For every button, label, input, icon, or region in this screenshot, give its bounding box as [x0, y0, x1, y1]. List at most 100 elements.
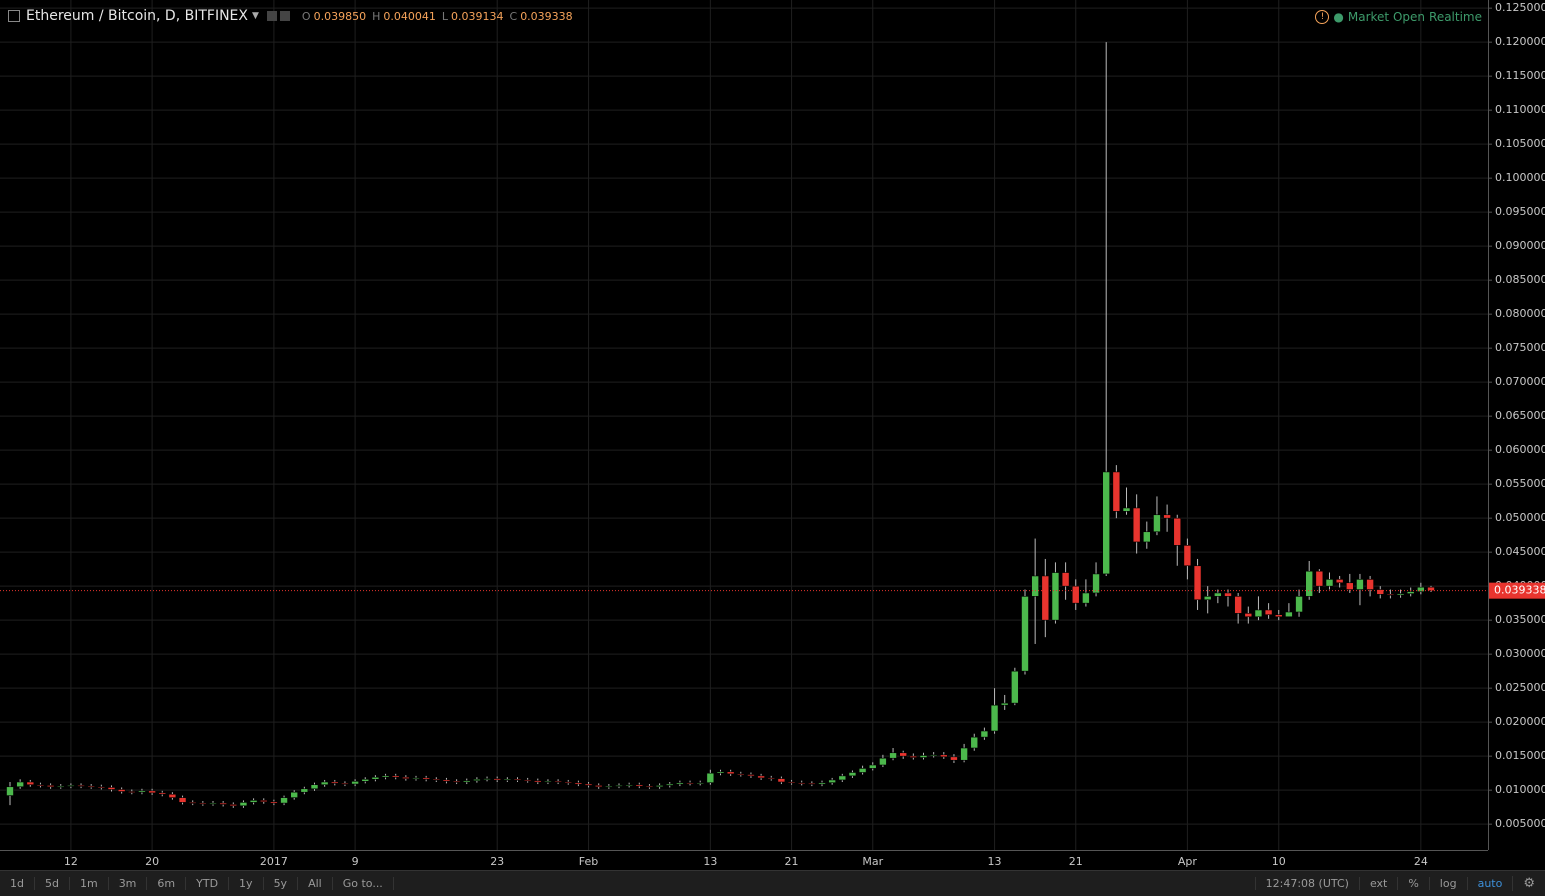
- candle-body: [645, 785, 654, 788]
- candle-body: [818, 782, 826, 785]
- candle-body: [696, 782, 705, 784]
- candle-body: [919, 755, 928, 758]
- candle-body: [473, 778, 481, 781]
- candle-body: [158, 792, 167, 795]
- candle-body: [1285, 611, 1293, 618]
- ohlc-value: 0.039134: [451, 9, 504, 23]
- bottom-toolbar: 1d 5d 1m 3m 6m YTD 1y 5y All Go to... 12:47:08 (U…: [0, 870, 1545, 896]
- ohlc-item: O 0.039850: [302, 10, 366, 23]
- candle-body: [56, 785, 65, 788]
- candle-body: [1356, 579, 1364, 590]
- symbol-title[interactable]: Ethereum / Bitcoin, D, BITFINEX: [26, 8, 248, 24]
- x-tick-label: Apr: [1178, 855, 1198, 868]
- candle-body: [503, 778, 512, 781]
- candle-body: [828, 779, 836, 783]
- alert-icon[interactable]: !: [1315, 10, 1330, 24]
- candle-body: [787, 781, 796, 784]
- candle-body: [1021, 596, 1029, 672]
- candle-body: [300, 788, 309, 793]
- candle-body: [46, 785, 55, 788]
- y-tick-label: 0.085000: [1495, 273, 1545, 286]
- y-tick-label: 0.120000: [1495, 35, 1545, 48]
- candle-body: [36, 784, 45, 787]
- candle-body: [686, 782, 694, 784]
- ohlc-label: C: [509, 9, 518, 23]
- candle-body: [16, 781, 24, 788]
- candle-body: [980, 730, 989, 738]
- candle-body: [879, 757, 887, 766]
- candle-body: [574, 782, 583, 785]
- range-button[interactable]: 1m: [70, 877, 109, 890]
- candle-body: [1264, 609, 1273, 616]
- candle-body: [605, 785, 613, 788]
- collapse-icon[interactable]: [8, 10, 20, 22]
- status-dot: ●: [1333, 10, 1344, 24]
- range-button[interactable]: 6m: [147, 877, 187, 890]
- x-tick-label: 13: [703, 855, 717, 868]
- candle-body: [67, 785, 75, 787]
- candle-body: [554, 781, 562, 783]
- candle-body: [493, 778, 502, 781]
- range-button[interactable]: YTD: [186, 877, 230, 890]
- candle-body: [1295, 596, 1303, 613]
- candle-body: [462, 780, 471, 783]
- scale-button[interactable]: %: [1397, 877, 1428, 890]
- candle-body: [625, 784, 633, 787]
- dropdown-arrow[interactable]: ▼: [251, 11, 259, 21]
- candle-body: [1224, 592, 1232, 597]
- candle-body: [1193, 565, 1202, 601]
- scale-button[interactable]: log: [1428, 877, 1467, 890]
- candle-body: [1406, 591, 1415, 594]
- candle-body: [1234, 596, 1242, 614]
- candle-body: [259, 800, 268, 803]
- settings-icon[interactable]: [279, 11, 290, 21]
- x-tick-label: Feb: [579, 855, 598, 868]
- candle-body: [970, 736, 979, 749]
- candle-body: [1102, 471, 1110, 575]
- range-button[interactable]: 1y: [229, 877, 264, 890]
- candle-body: [1386, 594, 1395, 596]
- x-tick-label: 13: [988, 855, 1002, 868]
- x-tick-label: 23: [490, 855, 504, 868]
- range-button[interactable]: 3m: [109, 877, 148, 890]
- candle-body: [1366, 579, 1374, 590]
- candle-body: [1163, 514, 1171, 519]
- candle-body: [584, 783, 593, 786]
- candle-body: [889, 752, 897, 759]
- candle-body: [868, 764, 877, 769]
- scale-button[interactable]: ext: [1358, 877, 1397, 890]
- ohlc-value: 0.039850: [313, 9, 367, 23]
- candle-body: [391, 775, 400, 778]
- range-button[interactable]: All: [298, 877, 333, 890]
- ohlc-values: O 0.039850 H 0.040041 L 0.039134 C 0.039338: [296, 10, 573, 23]
- settings-gear[interactable]: ⚙: [1512, 876, 1545, 891]
- ohlc-item: H 0.040041: [372, 10, 436, 23]
- range-button[interactable]: 1d: [0, 877, 35, 890]
- candle-body: [280, 797, 288, 804]
- candle-body: [402, 776, 410, 779]
- candle-body: [1041, 575, 1050, 621]
- range-button[interactable]: 5y: [264, 877, 299, 890]
- market-status: ! ● Market Open Realtime: [1315, 10, 1482, 24]
- candle-body: [178, 797, 187, 803]
- candle-body: [1396, 593, 1405, 596]
- candle-body: [848, 772, 857, 777]
- candle-body: [341, 783, 349, 785]
- candle-body: [1071, 585, 1080, 604]
- x-tick-label: 10: [1272, 855, 1286, 868]
- candle-body: [229, 804, 238, 807]
- feed-type: Realtime: [1429, 10, 1482, 24]
- candle-body: [1325, 579, 1334, 587]
- settings-icon[interactable]: [266, 11, 277, 21]
- scale-button[interactable]: auto: [1466, 877, 1513, 890]
- candle-body: [1061, 572, 1070, 587]
- range-button[interactable]: 5d: [35, 877, 70, 890]
- ohlc-label: H: [372, 9, 381, 23]
- candle-body: [381, 775, 390, 778]
- ohlc-value: 0.040041: [383, 9, 436, 23]
- candle-body: [1254, 609, 1263, 618]
- y-tick-label: 0.060000: [1495, 443, 1545, 456]
- candle-body: [747, 774, 755, 777]
- candle-body: [990, 704, 999, 732]
- range-button[interactable]: Go to...: [333, 877, 394, 890]
